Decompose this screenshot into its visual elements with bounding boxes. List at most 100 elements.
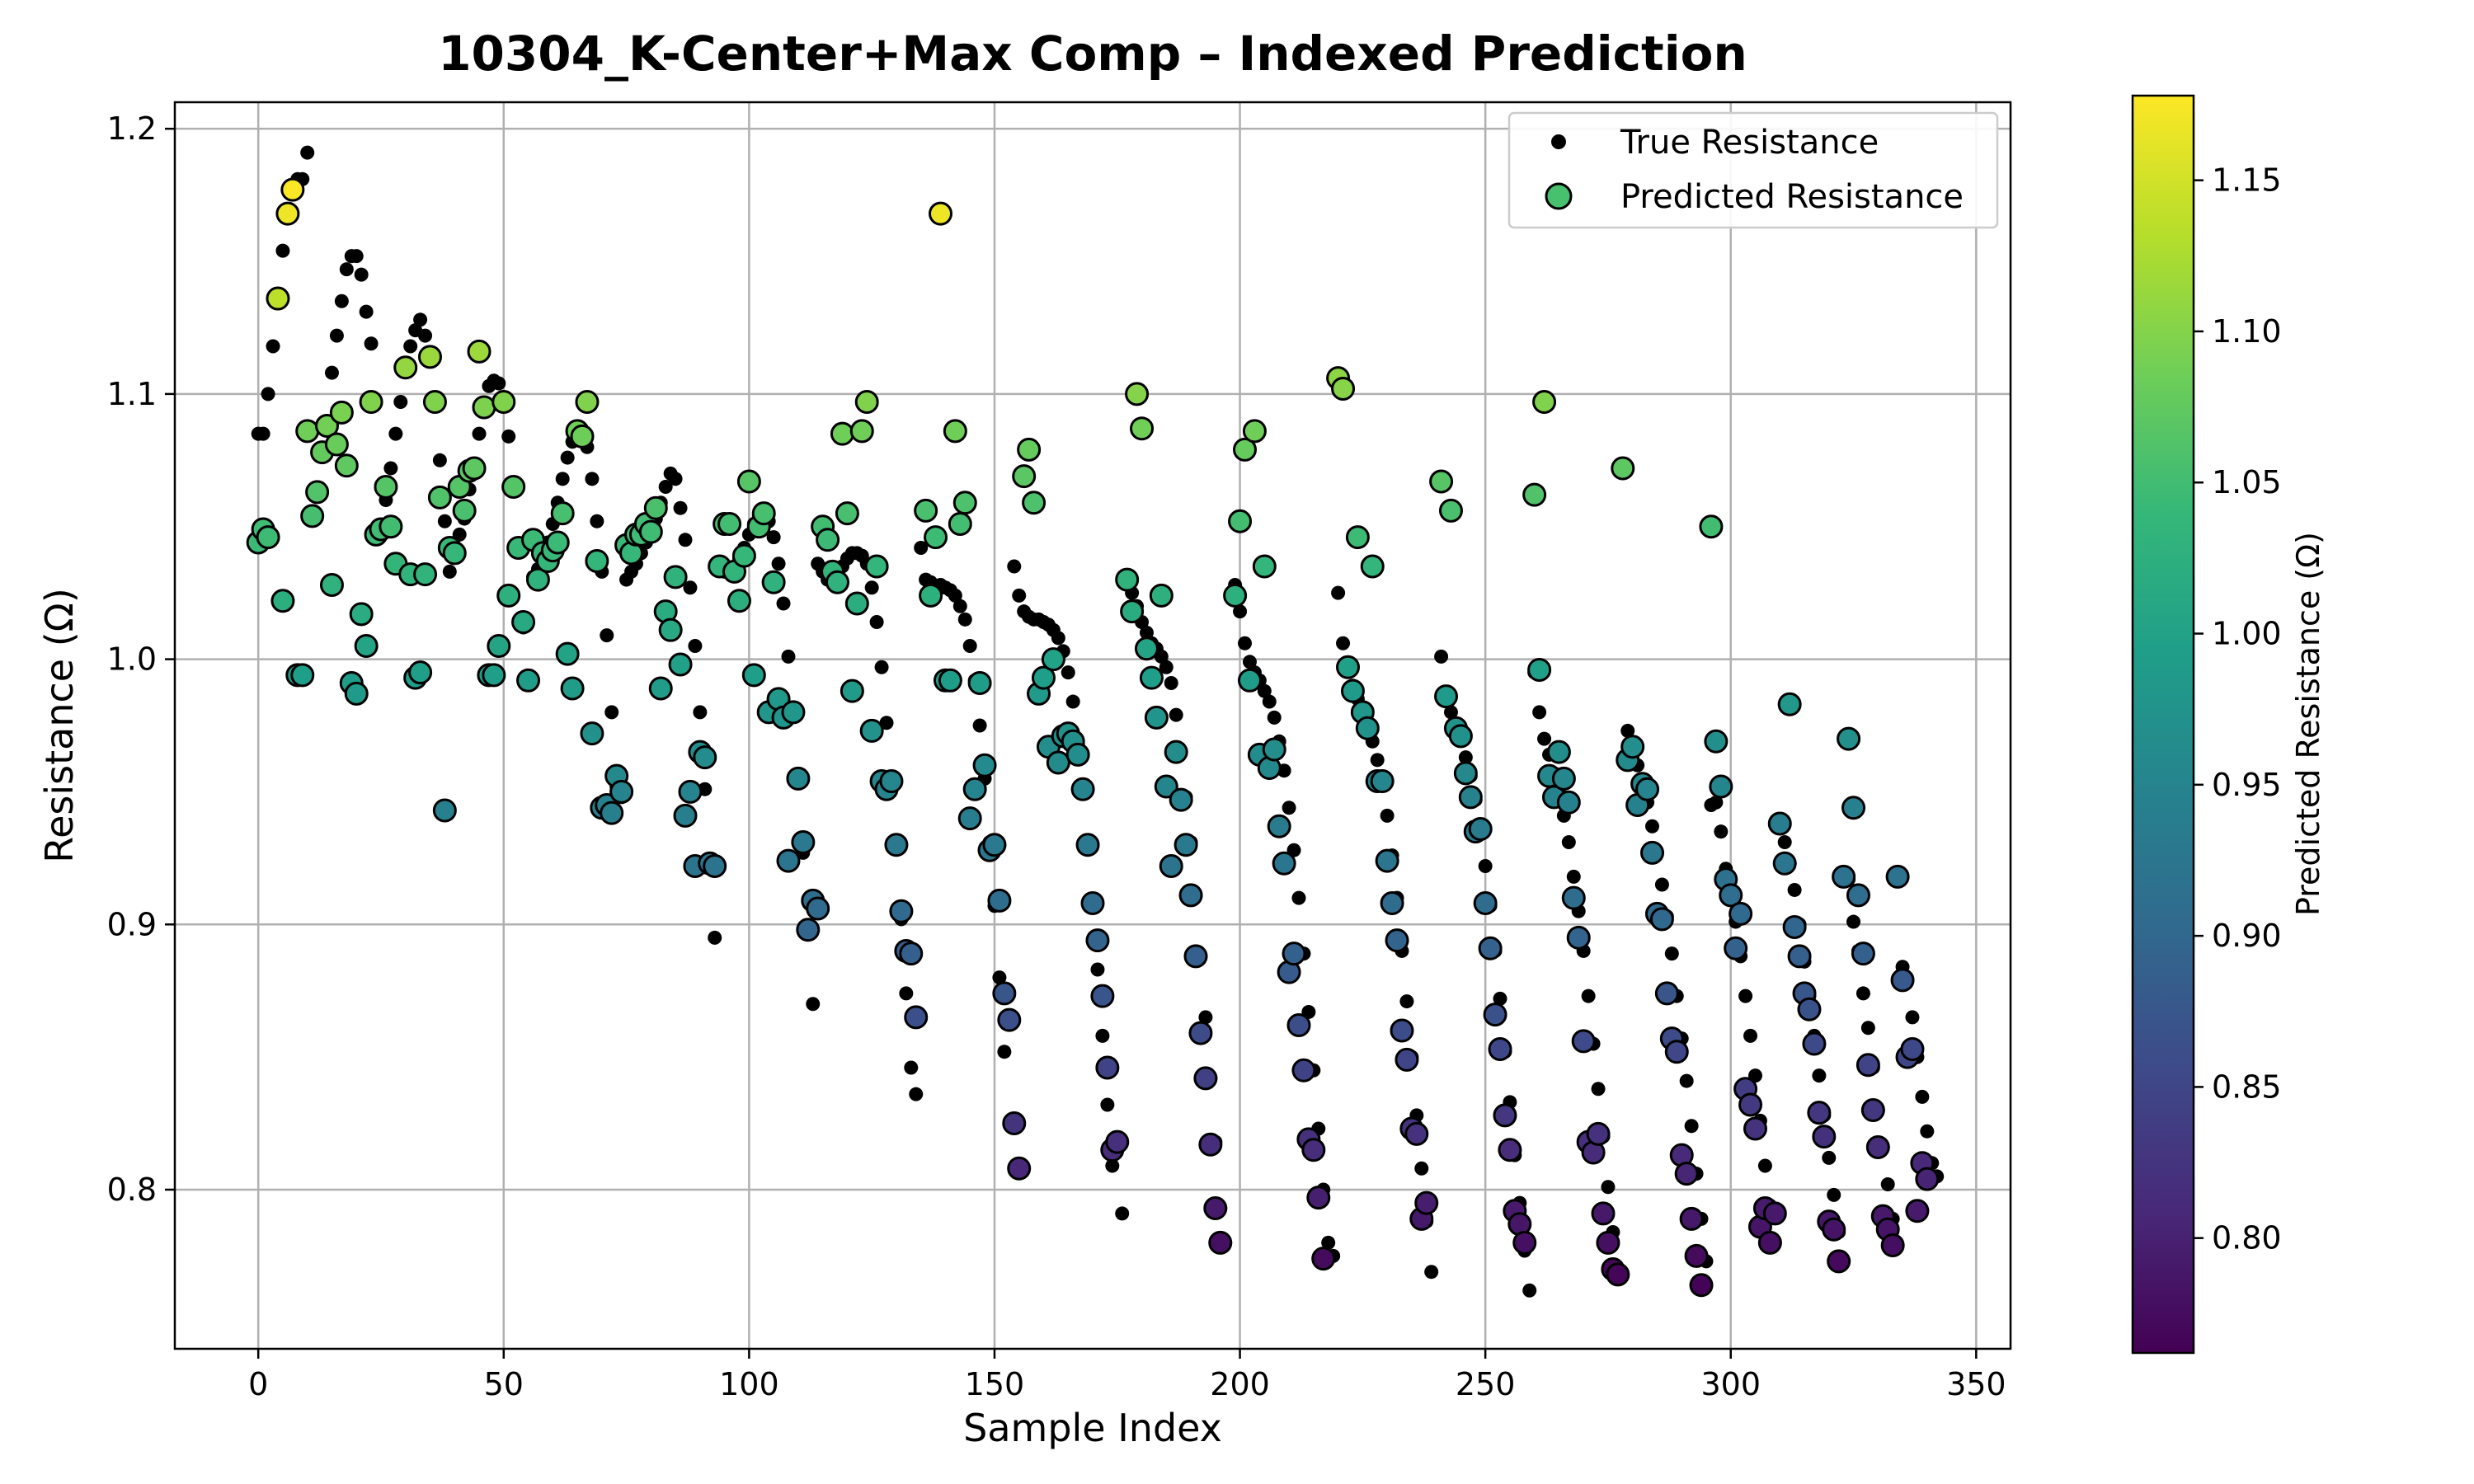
true-point bbox=[1787, 882, 1802, 897]
predicted-point bbox=[462, 456, 487, 481]
predicted-point bbox=[1566, 925, 1591, 950]
y-tick-label: 0.8 bbox=[107, 1172, 157, 1208]
predicted-point bbox=[1620, 735, 1645, 759]
true-point bbox=[432, 453, 447, 467]
y-axis-label: Resistance (Ω) bbox=[37, 588, 82, 863]
predicted-point bbox=[609, 779, 634, 804]
true-point bbox=[1458, 750, 1473, 765]
legend-marker-predicted bbox=[1545, 182, 1573, 210]
legend-label-predicted: Predicted Resistance bbox=[1620, 178, 1964, 216]
predicted-point bbox=[1012, 464, 1037, 489]
predicted-point bbox=[1743, 1116, 1768, 1141]
predicted-point bbox=[349, 602, 374, 627]
true-point bbox=[688, 638, 703, 653]
true-point bbox=[1012, 588, 1027, 603]
x-axis: 0 50 100 150 200 250 300 350 bbox=[248, 1349, 2006, 1402]
colorbar-tick-label: 1.00 bbox=[2212, 616, 2282, 652]
predicted-point bbox=[1070, 777, 1095, 801]
predicted-point bbox=[1885, 864, 1910, 889]
predicted-point bbox=[1448, 724, 1473, 749]
predicted-point bbox=[413, 562, 438, 587]
predicted-point bbox=[1242, 419, 1267, 444]
predicted-point bbox=[1802, 1031, 1827, 1056]
predicted-point bbox=[1120, 599, 1145, 624]
predicted-point bbox=[638, 519, 663, 544]
predicted-point bbox=[889, 899, 914, 923]
y-tick-label: 1.0 bbox=[107, 641, 157, 678]
predicted-point bbox=[943, 419, 967, 444]
true-point bbox=[1443, 705, 1458, 720]
true-point bbox=[1370, 753, 1385, 768]
true-point bbox=[324, 365, 339, 380]
chart-title: 10304_K-Center+Max Comp – Indexed Predic… bbox=[438, 26, 1747, 82]
predicted-point bbox=[1640, 840, 1665, 865]
predicted-point bbox=[472, 395, 496, 420]
predicted-point bbox=[1193, 1066, 1218, 1091]
predicted-point bbox=[1689, 1273, 1714, 1298]
predicted-point bbox=[1900, 1036, 1925, 1061]
true-point bbox=[914, 540, 929, 555]
true-point bbox=[275, 243, 290, 258]
true-point bbox=[1522, 1283, 1537, 1298]
predicted-point bbox=[393, 355, 418, 380]
colorbar-tick-label: 1.05 bbox=[2212, 464, 2282, 500]
predicted-point bbox=[452, 498, 477, 523]
predicted-point bbox=[992, 981, 1017, 1006]
true-point bbox=[1743, 1028, 1758, 1043]
predicted-point bbox=[315, 413, 340, 438]
legend: True Resistance Predicted Resistance bbox=[1507, 111, 1999, 229]
true-point bbox=[1822, 1150, 1837, 1165]
predicted-point bbox=[1679, 1206, 1704, 1231]
true-point bbox=[261, 387, 275, 402]
predicted-point bbox=[1729, 901, 1753, 926]
predicted-point bbox=[359, 390, 383, 415]
predicted-point bbox=[417, 345, 442, 369]
predicted-point bbox=[1807, 1101, 1832, 1125]
predicted-point bbox=[928, 201, 952, 226]
true-point bbox=[1282, 801, 1296, 815]
true-point bbox=[1561, 835, 1576, 850]
predicted-point bbox=[1404, 1121, 1429, 1146]
predicted-point bbox=[1532, 390, 1557, 415]
predicted-point bbox=[1777, 692, 1802, 716]
true-point bbox=[904, 1060, 919, 1075]
predicted-point bbox=[408, 660, 433, 685]
predicted-point bbox=[1674, 1162, 1699, 1186]
predicted-point bbox=[835, 501, 859, 526]
predicted-point bbox=[1022, 491, 1047, 515]
predicted-point bbox=[643, 495, 668, 520]
predicted-point bbox=[1095, 1055, 1120, 1080]
true-point bbox=[909, 1087, 924, 1101]
predicted-point bbox=[1453, 761, 1478, 786]
predicted-point bbox=[1812, 1125, 1837, 1149]
predicted-point bbox=[374, 474, 398, 499]
predicted-point bbox=[1370, 769, 1395, 794]
predicted-point bbox=[300, 504, 325, 528]
predicted-point bbox=[575, 390, 600, 415]
predicted-point bbox=[1561, 885, 1586, 910]
predicted-point bbox=[884, 833, 909, 857]
predicted-point bbox=[1832, 864, 1856, 889]
predicted-point bbox=[1252, 554, 1277, 579]
predicted-point bbox=[290, 663, 315, 688]
predicted-point bbox=[1159, 854, 1183, 879]
predicted-point bbox=[1429, 469, 1454, 494]
true-point bbox=[1566, 869, 1581, 884]
predicted-point bbox=[1360, 554, 1385, 579]
y-tick-label: 1.2 bbox=[107, 110, 157, 147]
predicted-point bbox=[1286, 1013, 1311, 1038]
predicted-point bbox=[487, 633, 511, 658]
true-point bbox=[1105, 1158, 1120, 1173]
true-point bbox=[864, 580, 879, 595]
true-point bbox=[1684, 1119, 1699, 1134]
predicted-point bbox=[1198, 1132, 1223, 1157]
x-tick-label: 100 bbox=[719, 1366, 779, 1402]
predicted-point bbox=[270, 589, 295, 613]
colorbar-label: Predicted Resistance (Ω) bbox=[2290, 532, 2326, 916]
colorbar: 0.80 0.85 0.90 0.95 1.00 1.05 1.10 1.15 Predict… bbox=[2131, 94, 2326, 1355]
predicted-point bbox=[1085, 928, 1110, 953]
predicted-point bbox=[1468, 816, 1493, 841]
predicted-point bbox=[1335, 655, 1360, 679]
true-point bbox=[1007, 559, 1022, 574]
predicted-point bbox=[1380, 891, 1404, 916]
